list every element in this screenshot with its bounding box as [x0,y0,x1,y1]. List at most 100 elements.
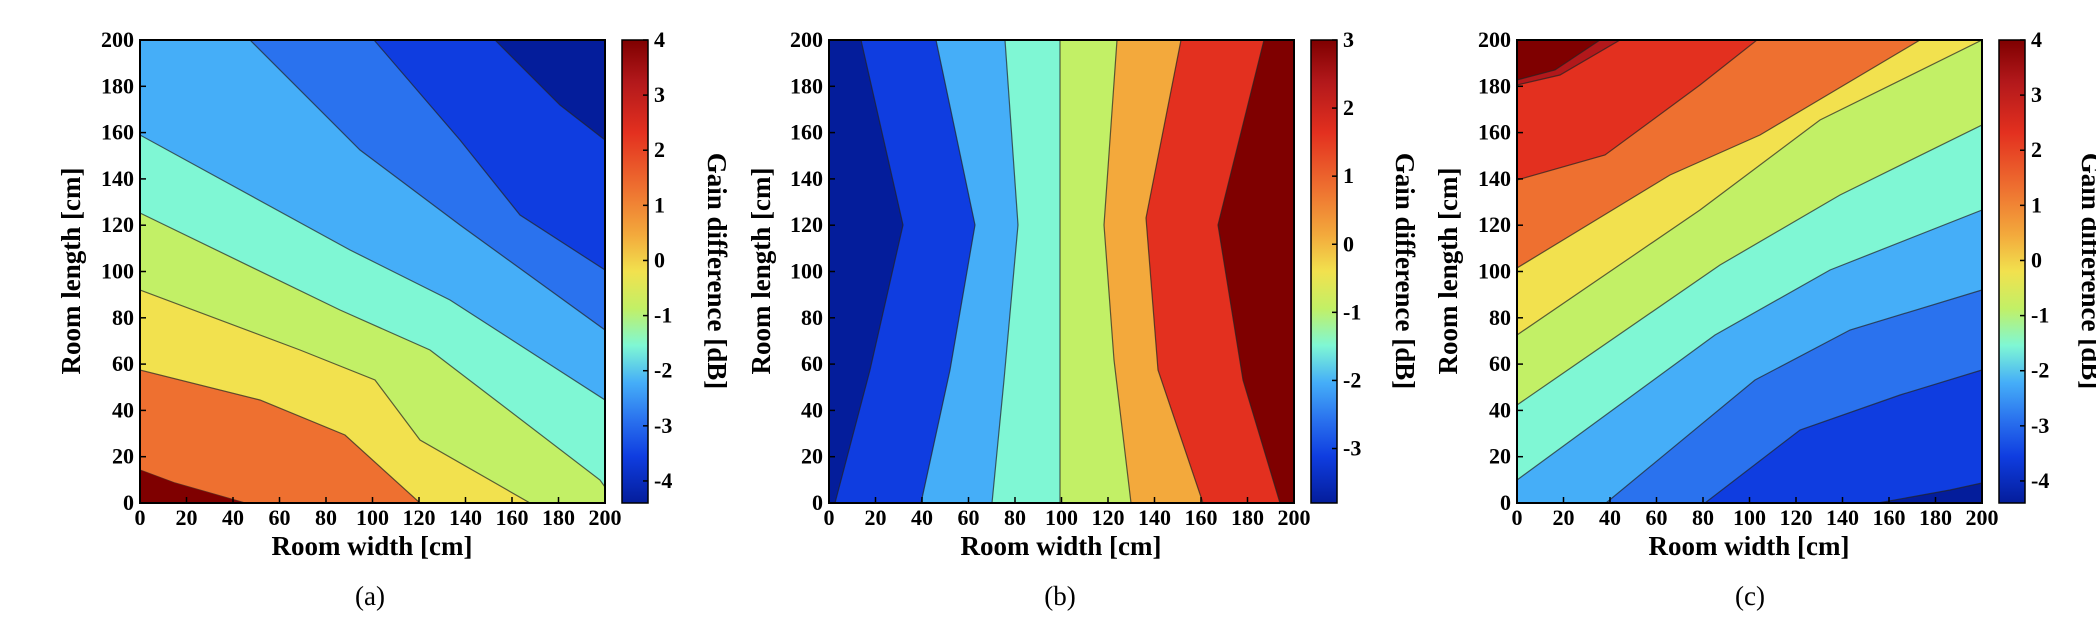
y-tick-label-c: 20 [1489,444,1511,469]
y-tick-label-b: 80 [801,305,823,330]
x-tick-label-a: 80 [315,505,337,530]
colorbar-tick-label-c: 4 [2031,27,2042,52]
y-tick-label-b: 200 [790,27,823,52]
colorbar-tick-label-b: 2 [1343,95,1354,120]
colorbar-tick-label-b: 1 [1343,163,1354,188]
colorbar-tick-label-a: -3 [654,413,672,438]
x-tick-label-c: 20 [1553,505,1575,530]
y-axis-label-b: Room length [cm] [746,168,776,375]
colorbar-c [1998,39,2026,504]
x-tick-label-a: 60 [269,505,291,530]
x-tick-label-b: 80 [1004,505,1026,530]
y-tick-label-b: 20 [801,444,823,469]
x-tick-label-b: 140 [1138,505,1171,530]
colorbar-tick-label-c: 1 [2031,192,2042,217]
colorbar-tick-label-a: -1 [654,303,672,328]
y-tick-label-c: 60 [1489,351,1511,376]
x-tick-label-a: 0 [135,505,146,530]
colorbar-ticks-c: 4 3 2 1 0 -1 -2 -3 -4 [2020,27,2049,493]
colorbar-ticks-a: 4 3 2 1 0 -1 -2 -3 -4 [643,27,672,493]
x-tick-label-c: 100 [1733,505,1766,530]
x-tick-label-c: 0 [1512,505,1523,530]
x-tick-label-a: 40 [222,505,244,530]
x-tick-label-a: 100 [356,505,389,530]
colorbar-tick-label-b: 3 [1343,27,1354,52]
x-ticks-c: 0 20 40 60 80 100 120 140 160 180 200 [1512,497,1999,530]
contour-plot-a [140,40,605,503]
x-axis-label-c: Room width [cm] [1649,531,1850,561]
y-tick-label-a: 60 [112,351,134,376]
x-tick-label-c: 160 [1873,505,1906,530]
colorbar-tick-label-a: -2 [654,358,672,383]
colorbar-b [1310,39,1338,504]
y-tick-label-c: 80 [1489,305,1511,330]
colorbar-label-b: Gain difference [dB] [1390,153,1420,389]
y-tick-label-c: 120 [1478,212,1511,237]
colorbar-tick-label-a: 1 [654,192,665,217]
y-tick-label-b: 180 [790,73,823,98]
y-tick-label-c: 140 [1478,166,1511,191]
x-tick-label-c: 40 [1599,505,1621,530]
y-tick-label-c: 100 [1478,259,1511,284]
x-tick-label-a: 180 [542,505,575,530]
panel-a: 0 20 40 60 80 100 120 140 160 180 200 020406080100… [56,27,732,611]
y-tick-label-a: 200 [101,27,134,52]
colorbar-tick-label-c: 2 [2031,137,2042,162]
y-tick-label-a: 100 [101,259,134,284]
colorbar-label-c: Gain difference [dB] [2076,153,2096,389]
colorbar-tick-label-a: 3 [654,82,665,107]
y-tick-label-b: 160 [790,120,823,145]
colorbar-a [621,39,649,504]
band-c-8 [1517,40,1758,181]
caption-b: (b) [1044,581,1075,611]
y-tick-label-b: 40 [801,397,823,422]
caption-a: (a) [355,581,385,611]
y-axis-label-c: Room length [cm] [1433,168,1463,375]
y-ticks-a: 0 20 40 60 80 100 120 140 160 180 200 [101,27,146,515]
y-tick-label-a: 120 [101,212,134,237]
x-tick-label-c: 200 [1966,505,1999,530]
band-c-10 [1517,40,1602,81]
x-axis-label-a: Room width [cm] [272,531,473,561]
x-tick-label-c: 60 [1646,505,1668,530]
y-tick-label-a: 140 [101,166,134,191]
y-tick-label-c: 200 [1478,27,1511,52]
x-tick-label-b: 0 [824,505,835,530]
colorbar-label-a: Gain difference [dB] [702,153,732,389]
colorbar-tick-label-c: -3 [2031,413,2049,438]
colorbar-tick-label-c: -4 [2031,468,2049,493]
x-tick-label-b: 180 [1231,505,1264,530]
contour-plot-c [1517,40,1982,503]
x-tick-label-a: 120 [403,505,436,530]
colorbar-tick-label-a: 0 [654,247,665,272]
y-tick-label-c: 160 [1478,120,1511,145]
x-tick-label-b: 100 [1045,505,1078,530]
y-tick-label-a: 80 [112,305,134,330]
y-tick-label-b: 0 [812,490,823,515]
y-tick-label-c: 40 [1489,397,1511,422]
colorbar-tick-label-c: 3 [2031,82,2042,107]
x-tick-label-c: 140 [1826,505,1859,530]
x-tick-label-b: 160 [1185,505,1218,530]
contour-plot-b [829,40,1294,503]
y-ticks-c: 0 20 40 60 80 100 120 140 160 180 200 [1478,27,1523,515]
y-tick-label-b: 100 [790,259,823,284]
y-tick-label-b: 60 [801,351,823,376]
x-tick-label-b: 20 [865,505,887,530]
colorbar-tick-label-b: -1 [1343,299,1361,324]
y-tick-label-a: 20 [112,444,134,469]
y-tick-label-a: 160 [101,120,134,145]
colorbar-tick-label-a: -4 [654,468,672,493]
x-tick-label-a: 160 [496,505,529,530]
colorbar-tick-label-c: -2 [2031,358,2049,383]
colorbar-tick-label-b: -3 [1343,436,1361,461]
y-tick-label-a: 0 [123,490,134,515]
colorbar-tick-label-b: -2 [1343,367,1361,392]
x-tick-label-c: 80 [1692,505,1714,530]
colorbar-tick-label-a: 4 [654,27,665,52]
y-tick-label-b: 120 [790,212,823,237]
band-b-7 [829,40,904,503]
x-tick-label-b: 120 [1092,505,1125,530]
x-tick-label-a: 20 [176,505,198,530]
